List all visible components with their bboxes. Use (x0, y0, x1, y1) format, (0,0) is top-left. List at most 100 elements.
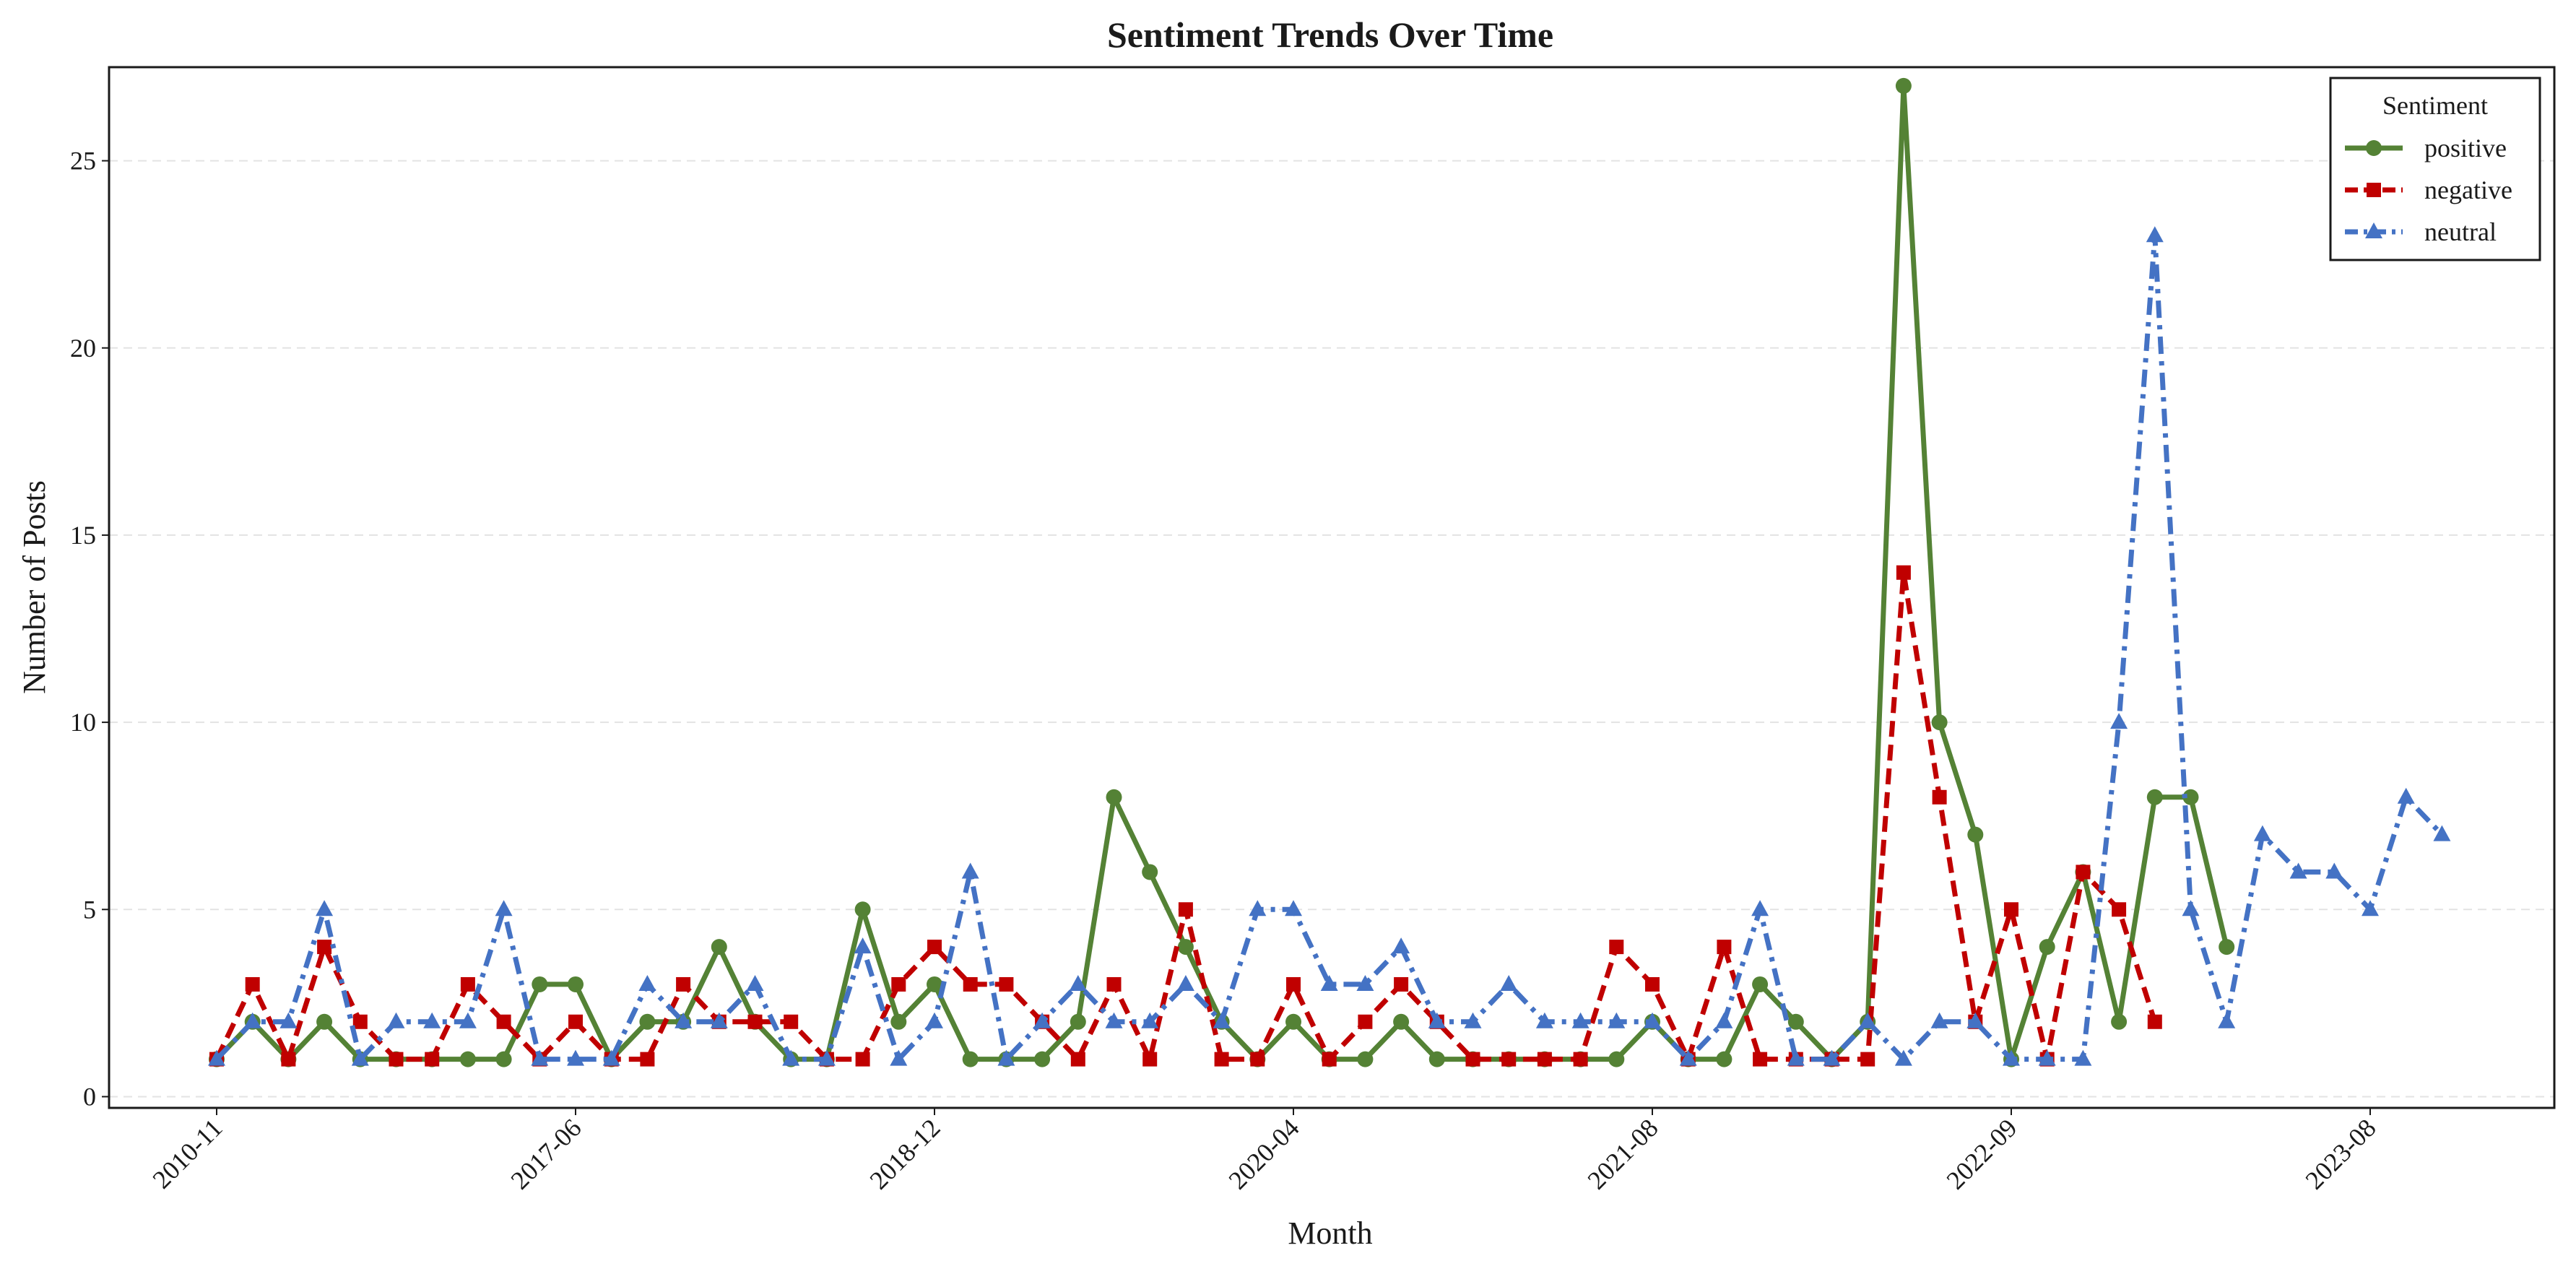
data-point-neutral (1176, 974, 1194, 991)
data-point-neutral (1679, 1049, 1697, 1066)
data-point-negative (891, 976, 906, 992)
chart-title: Sentiment Trends Over Time (1107, 14, 1553, 55)
data-point-neutral (2218, 1012, 2236, 1028)
data-point-negative (999, 976, 1014, 992)
data-point-positive (890, 1013, 907, 1030)
y-tick-label: 0 (83, 1082, 96, 1111)
data-point-neutral (1249, 900, 1267, 916)
legend-item-positive: positive (2345, 134, 2507, 162)
data-point-negative (676, 976, 691, 992)
x-tick-label: 2023-08 (2300, 1113, 2382, 1195)
data-point-negative (640, 1052, 655, 1067)
legend-marker-negative (2367, 183, 2381, 197)
data-point-neutral (854, 937, 872, 954)
legend-title: Sentiment (2382, 91, 2488, 120)
data-point-negative (1394, 976, 1409, 992)
data-point-negative (281, 1052, 296, 1067)
data-point-neutral (1213, 1012, 1231, 1028)
data-point-neutral (961, 862, 979, 879)
data-point-negative (1537, 1052, 1552, 1067)
data-point-positive (2039, 939, 2055, 956)
data-point-negative (1717, 940, 1732, 955)
data-point-neutral (1069, 974, 1087, 991)
data-point-neutral (2003, 1049, 2020, 1066)
legend-label-neutral: neutral (2424, 217, 2497, 246)
data-point-neutral (926, 1012, 943, 1028)
data-point-negative (1753, 1052, 1768, 1067)
y-tick-label: 25 (70, 147, 96, 176)
data-point-positive (962, 1051, 979, 1067)
data-point-negative (1358, 1014, 1373, 1029)
data-point-negative (1070, 1052, 1085, 1067)
y-tick-label: 5 (83, 895, 96, 924)
data-point-positive (1931, 714, 1948, 731)
x-tick-label: 2021-08 (1582, 1113, 1664, 1195)
data-point-negative (1322, 1052, 1337, 1067)
data-point-positive (316, 1013, 333, 1030)
y-axis-label: Number of Posts (17, 480, 52, 694)
plot-frame (108, 66, 2556, 1109)
legend-item-neutral: neutral (2345, 217, 2497, 246)
data-point-neutral (1320, 974, 1338, 991)
data-point-positive (1142, 864, 1158, 880)
data-point-neutral (1428, 1012, 1446, 1028)
data-point-neutral (997, 1049, 1015, 1066)
data-point-positive (459, 1051, 476, 1067)
data-point-neutral (1751, 900, 1769, 916)
x-tick-label: 2022-09 (1941, 1113, 2023, 1195)
data-point-neutral (1644, 1012, 1661, 1028)
data-point-neutral (208, 1049, 225, 1066)
x-tick-label: 2010-11 (147, 1113, 227, 1194)
data-point-neutral (2289, 862, 2307, 879)
data-point-neutral (2325, 862, 2343, 879)
data-point-positive (1428, 1051, 1445, 1067)
data-point-positive (2111, 1013, 2128, 1030)
series-layer (208, 77, 2451, 1067)
data-point-neutral (1141, 1012, 1159, 1028)
data-point-neutral (1859, 1012, 1877, 1028)
data-point-neutral (279, 1012, 298, 1028)
data-point-neutral (890, 1049, 908, 1066)
x-tick-label: 2017-06 (506, 1113, 587, 1195)
data-point-neutral (1356, 974, 1374, 991)
data-point-neutral (1033, 1012, 1051, 1028)
data-point-neutral (1787, 1049, 1805, 1066)
data-point-positive (1070, 1013, 1086, 1030)
data-point-neutral (1966, 1012, 1985, 1028)
data-point-positive (1752, 976, 1769, 992)
data-point-negative (389, 1052, 404, 1067)
series-positive (209, 77, 2235, 1067)
data-point-neutral (602, 1049, 620, 1066)
data-point-positive (1967, 826, 1984, 843)
data-point-positive (1895, 77, 1912, 94)
y-tick-label: 15 (70, 521, 96, 550)
data-point-neutral (2074, 1049, 2092, 1066)
data-point-negative (317, 940, 332, 955)
data-point-negative (784, 1014, 799, 1029)
data-point-positive (568, 976, 584, 992)
data-point-positive (1285, 1013, 1301, 1030)
legend-label-positive: positive (2424, 134, 2507, 162)
data-point-neutral (2146, 226, 2164, 243)
data-point-neutral (818, 1049, 836, 1066)
data-point-positive (1787, 1013, 1804, 1030)
legend-label-negative: negative (2424, 176, 2512, 204)
data-point-negative (2076, 864, 2091, 880)
legend-item-negative: negative (2345, 176, 2512, 204)
y-axis-ticks: 0 5 10 15 20 25 (70, 147, 109, 1111)
series-line-positive (214, 83, 2229, 1062)
data-point-negative (245, 976, 260, 992)
series-line-neutral (214, 233, 2444, 1062)
data-point-neutral (1930, 1012, 1948, 1028)
data-point-negative (460, 976, 475, 992)
data-point-negative (425, 1052, 440, 1067)
data-point-neutral (782, 1049, 800, 1066)
data-point-neutral (675, 1012, 693, 1028)
y-tick-label: 10 (70, 708, 96, 737)
series-neutral (208, 226, 2451, 1066)
data-point-negative (855, 1052, 870, 1067)
x-axis-label: Month (1288, 1216, 1372, 1251)
data-point-neutral (2253, 825, 2271, 841)
data-point-positive (1716, 1051, 1732, 1067)
